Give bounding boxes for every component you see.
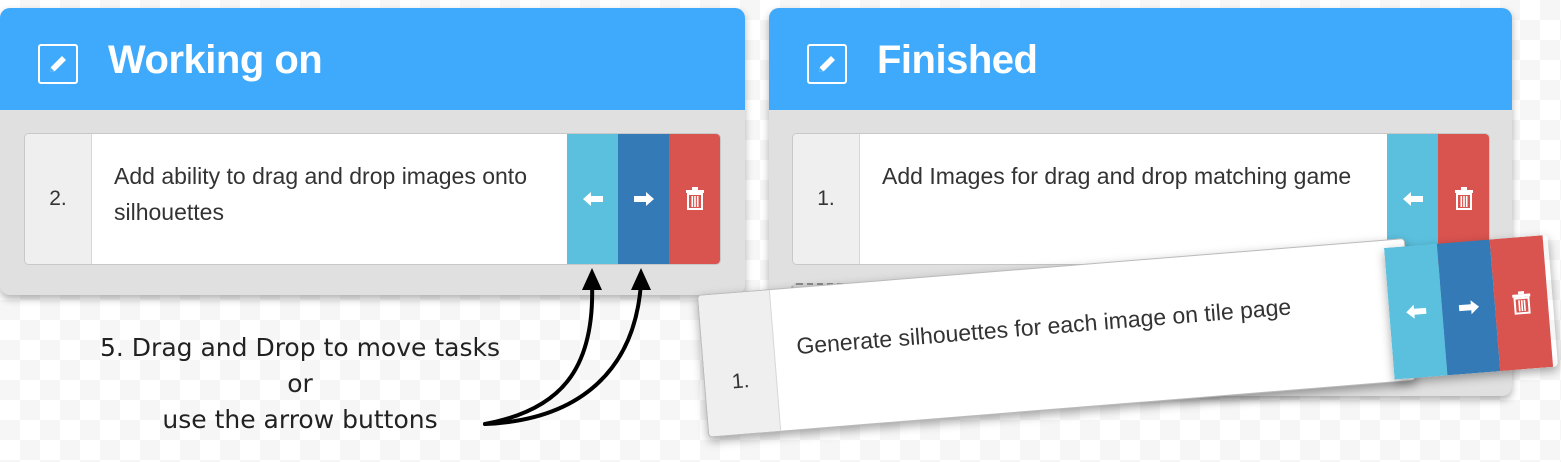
column-working-on: Working on 2. Add ability to drag and dr… — [0, 8, 745, 295]
trash-icon — [1511, 290, 1531, 315]
task-text: Add ability to drag and drop images onto… — [114, 163, 527, 225]
column-header: Working on — [0, 8, 745, 110]
task-card[interactable]: 2. Add ability to drag and drop images o… — [24, 133, 721, 265]
arrow-right-icon — [1458, 300, 1479, 315]
move-right-button[interactable] — [618, 134, 669, 264]
column-title: Working on — [108, 38, 323, 82]
delete-button[interactable] — [669, 134, 720, 264]
instruction-line: or — [287, 369, 313, 398]
instruction-line: 5. Drag and Drop to move tasks — [100, 333, 500, 362]
column-title: Finished — [877, 38, 1038, 82]
column-header: Finished — [769, 8, 1512, 110]
move-left-button[interactable] — [567, 134, 618, 264]
task-text: Add Images for drag and drop matching ga… — [882, 163, 1352, 189]
pencil-icon — [819, 56, 835, 72]
instruction-line: use the arrow buttons — [162, 405, 438, 434]
edit-column-button[interactable] — [807, 44, 847, 84]
arrow-right-icon — [633, 192, 654, 206]
arrow-left-icon — [582, 192, 603, 206]
task-number: 1. — [793, 134, 860, 264]
task-number: 2. — [25, 134, 92, 264]
task-number: 1. — [698, 290, 782, 437]
arrow-left-icon — [1402, 192, 1423, 206]
move-left-button[interactable] — [1384, 243, 1448, 380]
dragging-task-buttons — [1384, 235, 1558, 380]
pencil-icon — [50, 56, 66, 72]
instruction-text: 5. Drag and Drop to move tasks or use th… — [40, 330, 560, 438]
delete-button[interactable] — [1489, 235, 1554, 372]
edit-column-button[interactable] — [38, 44, 78, 84]
trash-icon — [685, 187, 704, 210]
move-right-button[interactable] — [1436, 239, 1501, 376]
arrow-left-icon — [1405, 304, 1426, 319]
trash-icon — [1454, 187, 1473, 210]
